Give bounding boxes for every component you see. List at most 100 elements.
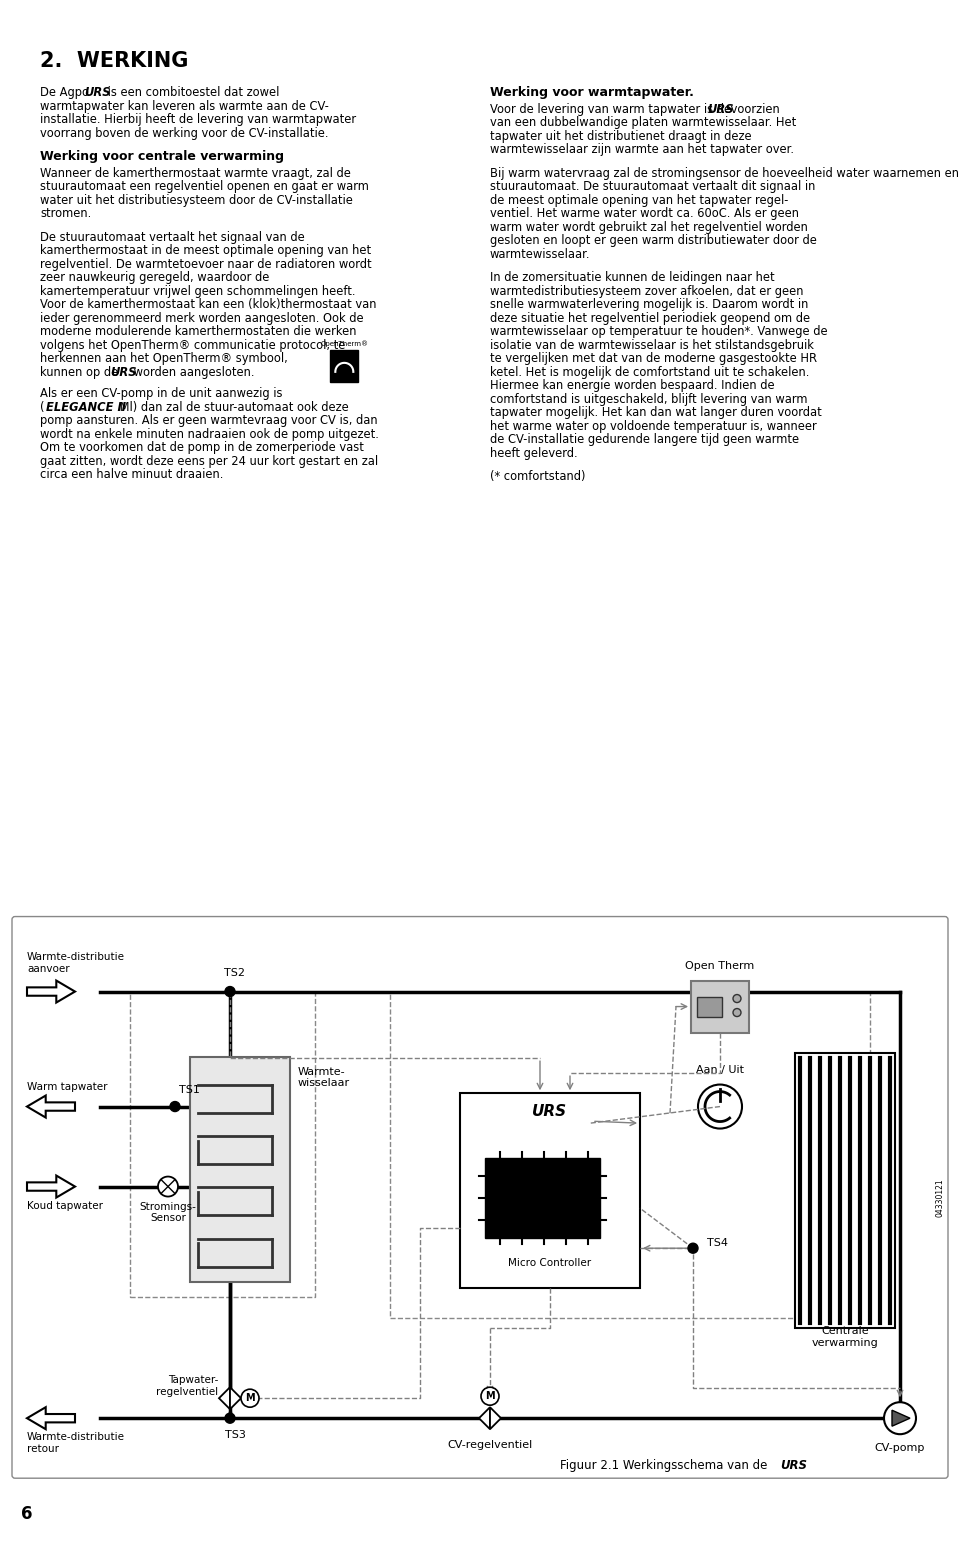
Text: voorrang boven de werking voor de CV-installatie.: voorrang boven de werking voor de CV-ins… xyxy=(40,127,329,141)
Text: 2.  WERKING: 2. WERKING xyxy=(40,51,189,71)
Text: voorzien: voorzien xyxy=(727,104,780,116)
Text: In de zomersituatie kunnen de leidingen naar het: In de zomersituatie kunnen de leidingen … xyxy=(490,272,774,284)
Text: comfortstand is uitgeschakeld, blijft levering van warm: comfortstand is uitgeschakeld, blijft le… xyxy=(490,392,807,406)
Text: tapwater mogelijk. Het kan dan wat langer duren voordat: tapwater mogelijk. Het kan dan wat lange… xyxy=(490,406,822,419)
Text: moderne modulerende kamerthermostaten die werken: moderne modulerende kamerthermostaten di… xyxy=(40,326,357,338)
Text: Warmte-
wisselaar: Warmte- wisselaar xyxy=(298,1066,350,1088)
Text: regelventiel: regelventiel xyxy=(156,1387,218,1397)
Text: aanvoer: aanvoer xyxy=(27,964,70,973)
Text: URS: URS xyxy=(708,104,734,116)
Text: stuurautomaat een regelventiel openen en gaat er warm: stuurautomaat een regelventiel openen en… xyxy=(40,181,370,193)
Text: Aan / Uit: Aan / Uit xyxy=(696,1065,744,1075)
Text: de meest optimale opening van het tapwater regel-: de meest optimale opening van het tapwat… xyxy=(490,193,788,207)
Text: TS3: TS3 xyxy=(225,1431,246,1440)
Text: Voor de levering van warm tapwater is de: Voor de levering van warm tapwater is de xyxy=(490,104,734,116)
Text: de CV-installatie gedurende langere tijd geen warmte: de CV-installatie gedurende langere tijd… xyxy=(490,433,799,447)
Text: Centrale: Centrale xyxy=(821,1326,869,1336)
Text: TS4: TS4 xyxy=(707,1238,728,1248)
Text: warmtedistributiesysteem zover afkoelen, dat er geen: warmtedistributiesysteem zover afkoelen,… xyxy=(490,284,804,298)
Text: worden aangesloten.: worden aangesloten. xyxy=(131,366,254,379)
Circle shape xyxy=(170,1102,180,1111)
Text: (: ( xyxy=(40,400,45,414)
Bar xyxy=(691,981,749,1032)
Text: isolatie van de warmtewisselaar is het stilstandsgebruik: isolatie van de warmtewisselaar is het s… xyxy=(490,338,813,352)
Polygon shape xyxy=(27,1407,75,1429)
Text: tapwater uit het distributienet draagt in deze: tapwater uit het distributienet draagt i… xyxy=(490,130,752,142)
Bar xyxy=(330,349,358,382)
Text: ventiel. Het warme water wordt ca. 60oC. Als er geen: ventiel. Het warme water wordt ca. 60oC.… xyxy=(490,207,799,221)
Polygon shape xyxy=(27,1095,75,1117)
Text: wordt na enkele minuten nadraaien ook de pomp uitgezet.: wordt na enkele minuten nadraaien ook de… xyxy=(40,428,379,440)
Text: te vergelijken met dat van de moderne gasgestookte HR: te vergelijken met dat van de moderne ga… xyxy=(490,352,817,365)
Circle shape xyxy=(688,1244,698,1253)
Text: 6: 6 xyxy=(21,1505,33,1523)
Text: kunnen op de: kunnen op de xyxy=(40,366,122,379)
Text: Micro Controller: Micro Controller xyxy=(509,1258,591,1268)
Text: De stuurautomaat vertaalt het signaal van de: De stuurautomaat vertaalt het signaal va… xyxy=(40,230,305,244)
Text: verwarming: verwarming xyxy=(811,1338,878,1349)
FancyBboxPatch shape xyxy=(12,916,948,1479)
Text: volgens het OpenTherm® communicatie protocol, te: volgens het OpenTherm® communicatie prot… xyxy=(40,338,346,352)
Circle shape xyxy=(225,987,235,997)
Text: (* comfortstand): (* comfortstand) xyxy=(490,470,585,484)
Polygon shape xyxy=(230,1387,241,1409)
Text: Wanneer de kamerthermostaat warmte vraagt, zal de: Wanneer de kamerthermostaat warmte vraag… xyxy=(40,167,351,179)
Circle shape xyxy=(225,1414,235,1423)
Text: Warm tapwater: Warm tapwater xyxy=(27,1082,108,1092)
Text: Figuur 2.1 Werkingsschema van de: Figuur 2.1 Werkingsschema van de xyxy=(560,1458,771,1472)
Bar xyxy=(130,992,315,1296)
Text: warmtewisselaar.: warmtewisselaar. xyxy=(490,247,590,261)
Text: installatie. Hierbij heeft de levering van warmtapwater: installatie. Hierbij heeft de levering v… xyxy=(40,113,356,127)
Text: Werking voor warmtapwater.: Werking voor warmtapwater. xyxy=(490,87,693,99)
Text: warmtewisselaar zijn warmte aan het tapwater over.: warmtewisselaar zijn warmte aan het tapw… xyxy=(490,144,794,156)
Text: Warmte-distributie: Warmte-distributie xyxy=(27,952,125,961)
Text: deze situatie het regelventiel periodiek geopend om de: deze situatie het regelventiel periodiek… xyxy=(490,312,809,324)
Circle shape xyxy=(698,1085,742,1128)
Circle shape xyxy=(158,1177,178,1196)
Text: retour: retour xyxy=(27,1445,59,1454)
Text: stuurautomaat. De stuurautomaat vertaalt dit signaal in: stuurautomaat. De stuurautomaat vertaalt… xyxy=(490,181,815,193)
Text: herkennen aan het OpenTherm® symbool,: herkennen aan het OpenTherm® symbool, xyxy=(40,352,288,365)
Text: ketel. Het is mogelijk de comfortstand uit te schakelen.: ketel. Het is mogelijk de comfortstand u… xyxy=(490,366,809,379)
Polygon shape xyxy=(27,981,75,1003)
Text: URS: URS xyxy=(84,87,110,99)
Text: URS: URS xyxy=(780,1458,807,1472)
Text: pomp aansturen. Als er geen warmtevraag voor CV is, dan: pomp aansturen. Als er geen warmtevraag … xyxy=(40,414,378,428)
Text: Sensor: Sensor xyxy=(150,1213,186,1222)
Text: kamertemperatuur vrijwel geen schommelingen heeft.: kamertemperatuur vrijwel geen schommelin… xyxy=(40,284,356,298)
Text: De Agpo: De Agpo xyxy=(40,87,93,99)
Text: Hiermee kan energie worden bespaard. Indien de: Hiermee kan energie worden bespaard. Ind… xyxy=(490,380,774,392)
Bar xyxy=(795,1054,895,1329)
Polygon shape xyxy=(490,1407,501,1429)
Circle shape xyxy=(733,995,741,1003)
Text: M: M xyxy=(485,1390,494,1401)
Text: warmtewisselaar op temperatuur te houden*. Vanwege de: warmtewisselaar op temperatuur te houden… xyxy=(490,326,828,338)
Text: van een dubbelwandige platen warmtewisselaar. Het: van een dubbelwandige platen warmtewisse… xyxy=(490,116,796,130)
Text: Werking voor centrale verwarming: Werking voor centrale verwarming xyxy=(40,150,284,164)
Text: TS2: TS2 xyxy=(225,967,246,978)
Text: gesloten en loopt er geen warm distributiewater door de: gesloten en loopt er geen warm distribut… xyxy=(490,235,816,247)
Text: heeft geleverd.: heeft geleverd. xyxy=(490,447,577,460)
Polygon shape xyxy=(479,1407,490,1429)
Text: gaat zitten, wordt deze eens per 24 uur kort gestart en zal: gaat zitten, wordt deze eens per 24 uur … xyxy=(40,454,378,468)
Text: Bij warm watervraag zal de stromingsensor de hoeveelheid water waarnemen en dit : Bij warm watervraag zal de stromingsenso… xyxy=(490,167,960,179)
Text: Stromings-: Stromings- xyxy=(139,1202,197,1211)
Circle shape xyxy=(241,1389,259,1407)
Circle shape xyxy=(481,1387,499,1406)
Text: warm water wordt gebruikt zal het regelventiel worden: warm water wordt gebruikt zal het regelv… xyxy=(490,221,807,233)
Text: M: M xyxy=(245,1394,254,1403)
Polygon shape xyxy=(27,1176,75,1197)
Text: Tapwater-: Tapwater- xyxy=(168,1375,218,1386)
Circle shape xyxy=(884,1403,916,1434)
Polygon shape xyxy=(219,1387,230,1409)
Text: Om te voorkomen dat de pomp in de zomerperiode vast: Om te voorkomen dat de pomp in de zomerp… xyxy=(40,442,364,454)
Text: 04330121: 04330121 xyxy=(935,1177,945,1217)
Text: Koud tapwater: Koud tapwater xyxy=(27,1200,103,1211)
Text: circa een halve minuut draaien.: circa een halve minuut draaien. xyxy=(40,468,224,482)
Text: zeer nauwkeurig geregeld, waardoor de: zeer nauwkeurig geregeld, waardoor de xyxy=(40,272,270,284)
Text: Open Therm: Open Therm xyxy=(685,961,755,970)
Text: CV-pomp: CV-pomp xyxy=(875,1443,925,1454)
Text: is een combitoestel dat zowel: is een combitoestel dat zowel xyxy=(105,87,279,99)
Text: Voor de kamerthermostaat kan een (klok)thermostaat van: Voor de kamerthermostaat kan een (klok)t… xyxy=(40,298,377,312)
Text: snelle warmwaterlevering mogelijk is. Daarom wordt in: snelle warmwaterlevering mogelijk is. Da… xyxy=(490,298,808,312)
